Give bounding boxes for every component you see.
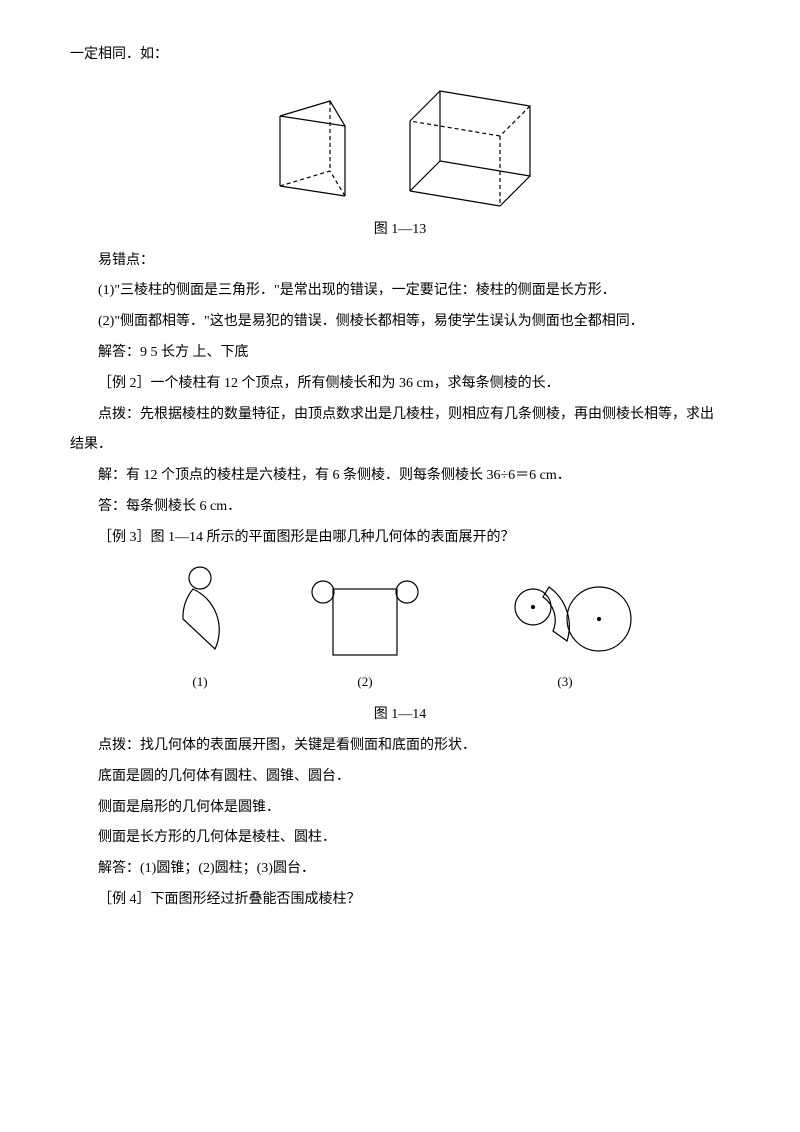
error-2: (2)"侧面都相等．"这也是易犯的错误．侧棱长都相等，易使学生误认为侧面也全都相… — [70, 307, 730, 338]
cylinder-net-icon — [305, 574, 425, 664]
unfold-1: (1) — [165, 564, 235, 697]
example-4: ［例 4］下面图形经过折叠能否围成棱柱？ — [70, 885, 730, 916]
para-circle-base: 底面是圆的几何体有圆柱、圆锥、圆台． — [70, 762, 730, 793]
hint-2: 点拨：先根据棱柱的数量特征，由顶点数求出是几棱柱，则相应有几条侧棱，再由侧棱长相… — [70, 400, 730, 431]
example-3: ［例 3］图 1—14 所示的平面图形是由哪几种几何体的表面展开的？ — [70, 523, 730, 554]
triangular-prism-icon — [260, 86, 360, 206]
unfold-label-1: (1) — [192, 668, 207, 697]
para-sector-side: 侧面是扇形的几何体是圆锥． — [70, 793, 730, 824]
solution-2: 解：有 12 个顶点的棱柱是六棱柱，有 6 条侧棱．则每条侧棱长 36÷6＝6 … — [70, 461, 730, 492]
opening-line: 一定相同．如： — [70, 40, 730, 71]
error-points-title: 易错点： — [70, 246, 730, 277]
figure-1-13 — [70, 81, 730, 211]
frustum-net-icon — [495, 569, 635, 664]
answer-1: 解答：9 5 长方 上、下底 — [70, 338, 730, 369]
answer-3: 解答：(1)圆锥；(2)圆柱；(3)圆台． — [70, 854, 730, 885]
hint-2-cont: 结果． — [70, 430, 730, 461]
figure-1-13-caption: 图 1—13 — [70, 215, 730, 246]
example-2: ［例 2］一个棱柱有 12 个顶点，所有侧棱长和为 36 cm，求每条侧棱的长． — [70, 369, 730, 400]
figure-1-14: (1) (2) (3) — [70, 564, 730, 697]
para-rect-side: 侧面是长方形的几何体是棱柱、圆柱． — [70, 823, 730, 854]
hint-3: 点拨：找几何体的表面展开图，关键是看侧面和底面的形状． — [70, 731, 730, 762]
error-1: (1)"三棱柱的侧面是三角形．"是常出现的错误，一定要记住：棱柱的侧面是长方形． — [70, 276, 730, 307]
rectangular-prism-icon — [400, 81, 540, 211]
answer-2: 答：每条侧棱长 6 cm． — [70, 492, 730, 523]
unfold-3: (3) — [495, 569, 635, 697]
unfold-label-2: (2) — [357, 668, 372, 697]
unfold-2: (2) — [305, 574, 425, 697]
unfold-label-3: (3) — [557, 668, 572, 697]
cone-net-icon — [165, 564, 235, 664]
figure-1-14-caption: 图 1—14 — [70, 700, 730, 731]
